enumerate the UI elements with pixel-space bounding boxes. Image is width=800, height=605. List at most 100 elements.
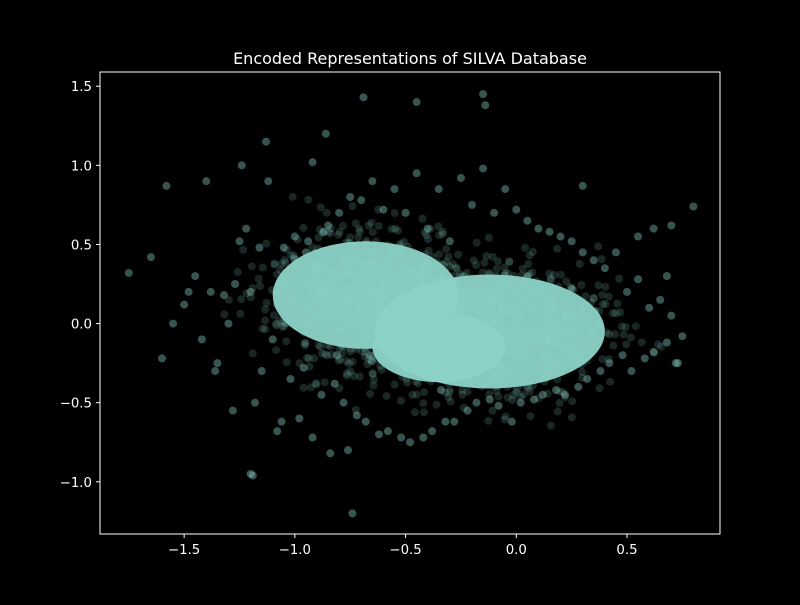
halo-point: [282, 245, 291, 254]
halo-point: [324, 313, 333, 322]
halo-point: [479, 303, 488, 312]
data-point: [242, 224, 251, 233]
halo-point: [475, 362, 484, 371]
halo-point: [414, 259, 423, 268]
halo-point: [508, 350, 517, 359]
halo-point: [416, 352, 425, 361]
data-point: [583, 374, 592, 383]
halo-point: [562, 293, 571, 302]
halo-point: [575, 259, 584, 268]
halo-point: [372, 329, 381, 338]
halo-point: [322, 306, 331, 315]
halo-point: [322, 306, 331, 315]
halo-point: [368, 278, 377, 287]
halo-point: [346, 312, 355, 321]
halo-point: [414, 379, 423, 388]
halo-point: [491, 313, 500, 322]
halo-point: [382, 392, 391, 401]
halo-point: [394, 226, 403, 235]
halo-point: [323, 254, 332, 263]
halo-point: [553, 244, 562, 253]
halo-point: [421, 348, 430, 357]
halo-point: [290, 255, 299, 264]
halo-point: [504, 269, 513, 278]
halo-point: [476, 375, 485, 384]
halo-point: [347, 262, 356, 271]
halo-point: [537, 348, 546, 357]
halo-point: [490, 363, 499, 372]
halo-point: [287, 318, 296, 327]
halo-point: [350, 269, 359, 278]
halo-point: [488, 297, 497, 306]
halo-point: [556, 341, 565, 350]
halo-point: [567, 413, 576, 422]
halo-point: [329, 269, 338, 278]
data-point: [246, 469, 255, 478]
halo-point: [481, 308, 490, 317]
halo-point: [464, 360, 473, 369]
halo-point: [396, 293, 405, 302]
halo-point: [518, 368, 527, 377]
halo-point: [428, 312, 437, 321]
halo-point: [400, 340, 409, 349]
halo-point: [355, 227, 364, 236]
halo-point: [311, 309, 320, 318]
halo-point: [309, 309, 318, 318]
halo-point: [508, 333, 517, 342]
halo-point: [436, 326, 445, 335]
halo-point: [507, 307, 516, 316]
halo-point: [453, 332, 462, 341]
halo-point: [348, 272, 357, 281]
halo-point: [413, 347, 422, 356]
halo-point: [451, 294, 460, 303]
halo-point: [303, 353, 312, 362]
halo-point: [415, 254, 424, 263]
halo-point: [455, 352, 464, 361]
halo-point: [463, 359, 472, 368]
halo-point: [452, 324, 461, 333]
halo-point: [577, 302, 586, 311]
halo-point: [424, 265, 433, 274]
halo-point: [435, 325, 444, 334]
halo-point: [390, 380, 399, 389]
halo-point: [531, 315, 540, 324]
halo-point: [393, 331, 402, 340]
halo-point: [568, 328, 577, 337]
halo-point: [562, 312, 571, 321]
halo-point: [372, 288, 381, 297]
data-point: [184, 287, 193, 296]
data-point: [255, 243, 264, 252]
halo-point: [382, 329, 391, 338]
halo-point: [504, 285, 513, 294]
halo-point: [336, 275, 345, 284]
halo-point: [344, 359, 353, 368]
halo-point: [517, 342, 526, 351]
halo-point: [589, 294, 598, 303]
halo-point: [498, 332, 507, 341]
halo-point: [348, 258, 357, 267]
halo-point: [447, 318, 456, 327]
halo-point: [350, 290, 359, 299]
halo-point: [454, 291, 463, 300]
halo-point: [501, 271, 510, 280]
halo-point: [550, 307, 559, 316]
halo-point: [292, 255, 301, 264]
halo-point: [295, 302, 304, 311]
halo-point: [609, 341, 618, 350]
halo-point: [517, 359, 526, 368]
halo-point: [498, 292, 507, 301]
halo-point: [370, 298, 379, 307]
data-point: [158, 354, 166, 363]
halo-point: [423, 311, 432, 320]
halo-point: [487, 286, 496, 295]
halo-point: [615, 274, 624, 283]
halo-point: [327, 270, 336, 279]
data-point: [574, 382, 583, 391]
halo-point: [539, 338, 548, 347]
halo-point: [492, 386, 501, 395]
halo-point: [494, 342, 503, 351]
halo-point: [468, 312, 477, 321]
halo-point: [451, 263, 460, 272]
halo-point: [433, 282, 442, 291]
